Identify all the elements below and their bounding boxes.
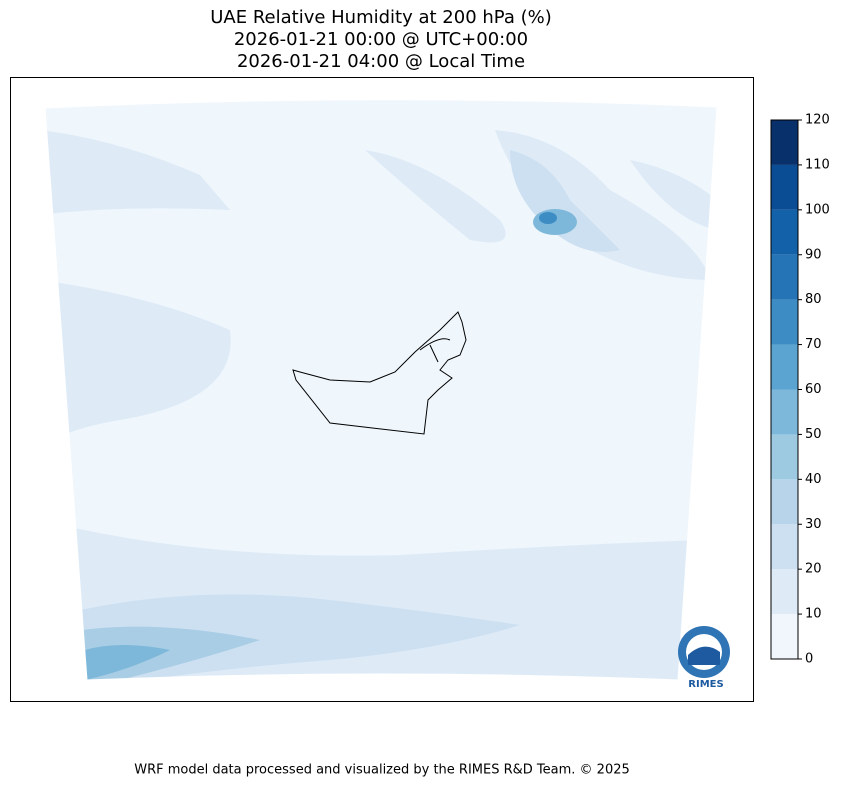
colorbar-tick-label: 100 (805, 202, 830, 217)
colorbar-tick-label: 0 (805, 652, 813, 667)
colorbar-band (771, 164, 798, 210)
colorbar-band (771, 614, 798, 659)
colorbar-band (771, 209, 798, 255)
colorbar-tick-label: 50 (805, 427, 822, 442)
colorbar-tick-label: 80 (805, 292, 822, 307)
footer: WRF model data processed and visualized … (134, 763, 630, 778)
colorbar-band (771, 479, 798, 525)
colorbar-tick-label: 70 (805, 337, 822, 352)
title-line: 2026-01-21 04:00 @ Local Time (237, 51, 525, 72)
uae-outline (292, 311, 467, 435)
title-line: UAE Relative Humidity at 200 hPa (%) (210, 7, 551, 28)
colorbar: 0 10 20 30 40 50 60 70 80 90 100 110 120 (770, 113, 830, 667)
colorbar-band (771, 569, 798, 615)
colorbar-tick-label: 90 (805, 247, 822, 262)
colorbar-band (771, 299, 798, 345)
colorbar-band (771, 434, 798, 480)
colorbar-tick-label: 30 (805, 517, 822, 532)
title-line: 2026-01-21 00:00 @ UTC+00:00 (234, 29, 528, 50)
colorbar-tick-label: 60 (805, 382, 822, 397)
colorbar-tick-label: 40 (805, 472, 822, 487)
colorbar-band (771, 254, 798, 300)
colorbar-band (771, 344, 798, 390)
colorbar-tick-label: 10 (805, 607, 822, 622)
emirate-borders (419, 338, 451, 363)
colorbar-tick-label: 120 (805, 113, 830, 128)
logo: RIMES (678, 626, 730, 690)
colorbar-tick-label: 110 (805, 157, 830, 172)
colorbar-band (771, 120, 798, 165)
domain-edge (44, 99, 718, 681)
colorbar-tick-label: 20 (805, 562, 822, 577)
humidity-field (45, 99, 717, 680)
colorbar-band (771, 389, 798, 435)
colorbar-band (771, 524, 798, 570)
logo-text: RIMES (688, 679, 723, 690)
